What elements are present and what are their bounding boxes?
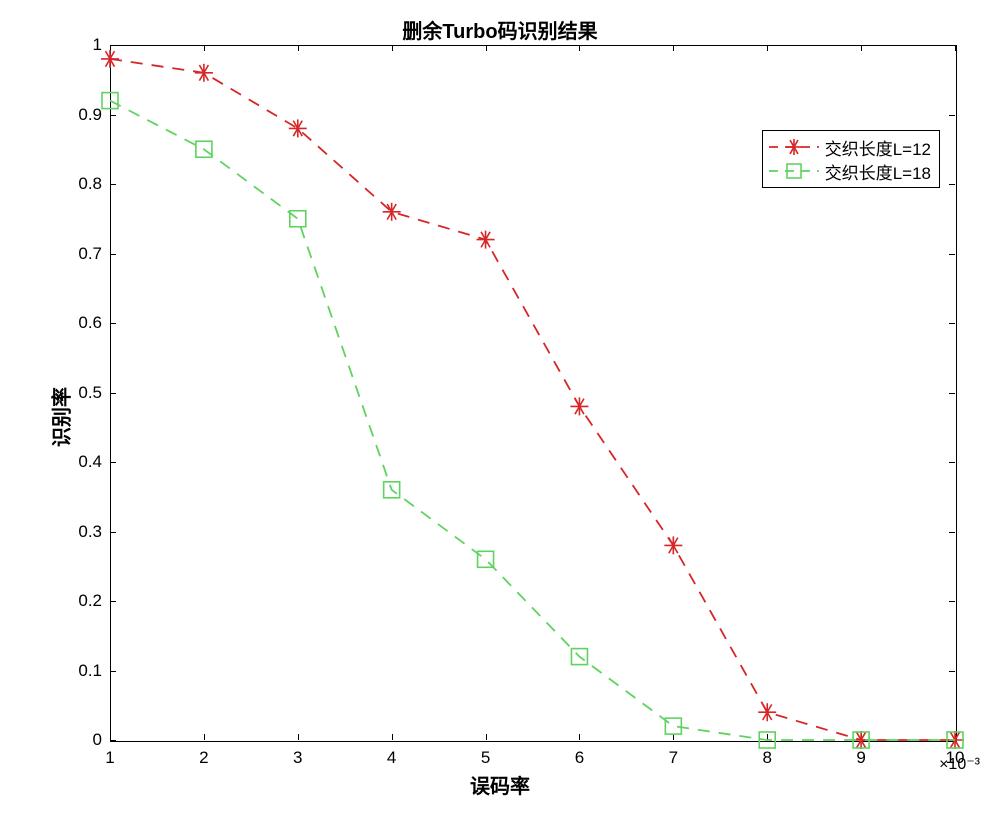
series-marker-0 — [664, 536, 682, 554]
legend-label: 交织长度L=12 — [825, 135, 931, 160]
x-tick-mark — [955, 45, 956, 51]
x-tick-label: 3 — [293, 748, 302, 768]
x-tick-label: 7 — [669, 748, 678, 768]
series-line-1 — [110, 101, 955, 740]
y-axis-label: 识别率 — [46, 387, 75, 447]
series-marker-0 — [101, 50, 119, 68]
x-tick-label: 8 — [762, 748, 771, 768]
y-tick-label: 0.5 — [78, 383, 102, 403]
y-tick-label: 0 — [93, 730, 102, 750]
x-tick-label: 2 — [199, 748, 208, 768]
x-tick-label: 10 — [946, 748, 965, 768]
legend-label: 交织长度L=18 — [825, 159, 931, 184]
y-tick-mark — [110, 740, 116, 741]
y-tick-label: 0.7 — [78, 244, 102, 264]
legend-swatch — [769, 137, 819, 157]
y-tick-label: 0.8 — [78, 174, 102, 194]
x-tick-label: 1 — [105, 748, 114, 768]
y-tick-label: 0.9 — [78, 105, 102, 125]
legend-row: 交织长度L=12 — [769, 135, 931, 159]
y-tick-label: 0.6 — [78, 313, 102, 333]
chart-container: 删余Turbo码识别结果 识别率 误码率 ×10⁻³ 00.10.20.30.4… — [0, 0, 1000, 834]
x-tick-label: 5 — [481, 748, 490, 768]
legend-swatch — [769, 161, 819, 181]
legend: 交织长度L=12交织长度L=18 — [762, 130, 940, 188]
series-marker-0 — [758, 703, 776, 721]
y-tick-label: 0.2 — [78, 591, 102, 611]
x-tick-label: 6 — [575, 748, 584, 768]
legend-row: 交织长度L=18 — [769, 159, 931, 183]
chart-title: 删余Turbo码识别结果 — [0, 15, 1000, 44]
x-axis-label: 误码率 — [470, 770, 530, 799]
y-tick-label: 0.3 — [78, 522, 102, 542]
y-tick-label: 0.4 — [78, 452, 102, 472]
y-tick-label: 0.1 — [78, 661, 102, 681]
y-tick-label: 1 — [93, 35, 102, 55]
series-marker-0 — [570, 397, 588, 415]
series-marker-0 — [195, 64, 213, 82]
series-marker-0 — [477, 231, 495, 249]
x-tick-label: 4 — [387, 748, 396, 768]
series-marker-1 — [290, 211, 306, 227]
x-tick-label: 9 — [856, 748, 865, 768]
